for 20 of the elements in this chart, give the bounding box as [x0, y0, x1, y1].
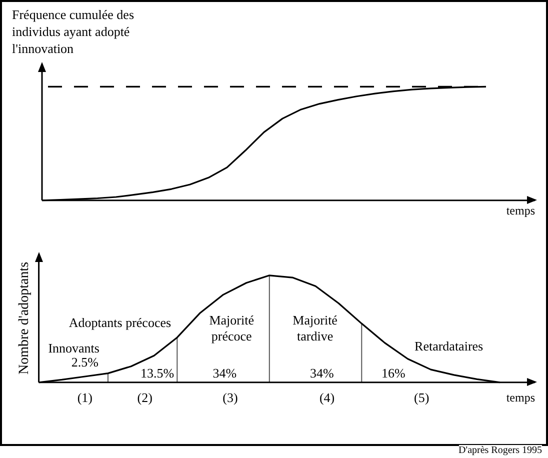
annotation: 2.5% [71, 354, 99, 370]
annotation: 13.5% [140, 365, 174, 380]
x-axis-title: temps [506, 204, 536, 218]
x-axis-title: temps [506, 390, 536, 405]
annotation: Retardataires [414, 338, 484, 354]
text: (5) [414, 390, 430, 405]
y-axis-title: Fréquence cumulée des individus ayant adopté l'innovation [12, 6, 136, 57]
annotation: Majorité tardive [292, 312, 338, 344]
annotation: Adoptants précoces [68, 314, 172, 330]
text: D'après Rogers 1995 [458, 445, 542, 456]
text: (4) [319, 390, 335, 405]
annotation: Majorité précoce [209, 312, 254, 344]
annotation: 16% [382, 365, 406, 380]
text: (3) [222, 390, 238, 405]
text: (1) [77, 390, 93, 405]
annotation: 34% [310, 365, 334, 380]
annotation: 34% [212, 365, 237, 380]
annotation: Innovants [48, 340, 100, 356]
text: (2) [137, 390, 152, 405]
y-axis-title: Nombre d'adoptants [17, 262, 32, 374]
